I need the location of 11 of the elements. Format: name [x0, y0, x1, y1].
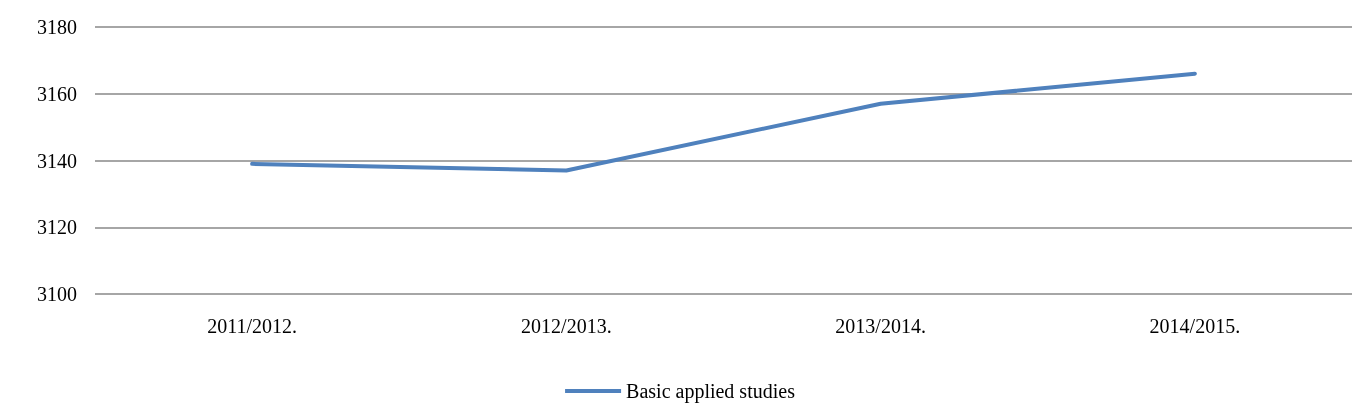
y-tick-label: 3160: [37, 82, 77, 105]
y-tick-label: 3100: [37, 283, 77, 305]
x-tick-label: 2014/2015.: [1149, 315, 1241, 337]
x-tick-label: 2013/2014.: [835, 315, 926, 337]
y-tick-label: 3180: [37, 16, 77, 38]
x-tick-label: 2011/2012.: [207, 315, 298, 337]
line-series: [250, 71, 1197, 173]
x-tick-label: 2012/2013.: [521, 315, 612, 337]
y-tick-label: 3140: [37, 149, 77, 172]
legend-label: Basic applied studies: [626, 380, 796, 403]
y-tick-label: 3120: [37, 216, 77, 239]
